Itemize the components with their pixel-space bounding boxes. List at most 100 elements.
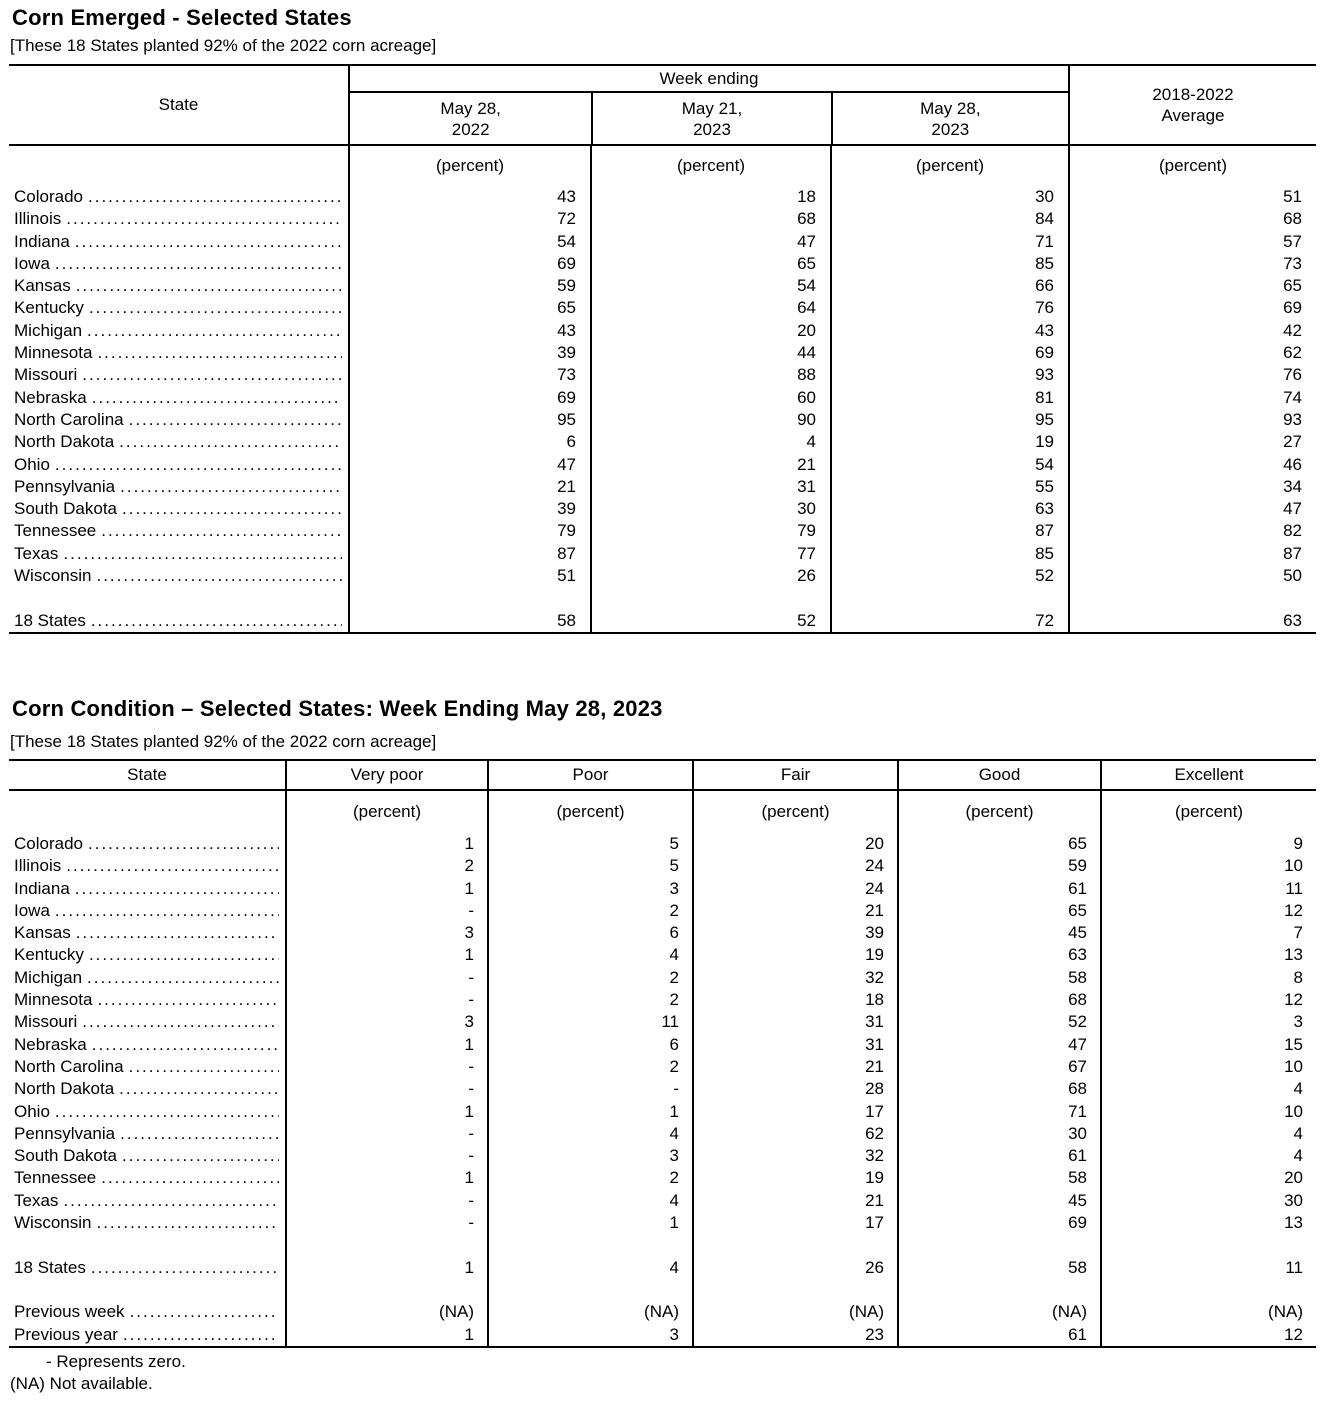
- value-cell: 30: [590, 498, 830, 521]
- value-cell: 69: [1068, 297, 1316, 320]
- table1-state-header: State: [158, 95, 199, 114]
- dot-leader: [122, 498, 342, 520]
- table-row: Michigan - 2 32 58 8: [9, 966, 1316, 990]
- date-headers: May 28, 2022 May 21, 2023 May 28, 2023: [350, 93, 1068, 144]
- state-label: Kentucky: [14, 298, 84, 318]
- empty-cell: [348, 587, 590, 610]
- corn-condition-table: State Very poor Poor Fair Good Excellent…: [9, 759, 1316, 1348]
- value-cell: 11: [487, 1011, 692, 1034]
- value-cell: -: [285, 1078, 487, 1101]
- value-cell: -: [285, 1145, 487, 1168]
- value-cell: 4: [1100, 1078, 1316, 1101]
- dot-leader: [88, 186, 342, 208]
- value-cell: 55: [830, 475, 1068, 499]
- value-cell: 17: [692, 1100, 897, 1123]
- state-cell: Missouri: [9, 364, 348, 386]
- value-cell: 11: [1100, 877, 1316, 900]
- empty-cell: [1100, 1234, 1316, 1257]
- value-cell: 63: [1068, 609, 1316, 632]
- value-cell: 24: [692, 855, 897, 878]
- value-cell: 1: [285, 1323, 487, 1346]
- dot-leader: [63, 543, 342, 565]
- value-cell: 65: [1068, 275, 1316, 298]
- value-cell: 19: [692, 1167, 897, 1190]
- value-cell: 47: [348, 453, 590, 476]
- unit-cell: (percent): [1068, 146, 1316, 186]
- value-cell: 4: [487, 1256, 692, 1279]
- value-cell: 3: [487, 1145, 692, 1168]
- value-cell: (NA): [1100, 1301, 1316, 1324]
- value-cell: 47: [1068, 498, 1316, 521]
- dot-leader: [82, 364, 342, 386]
- date-header: May 21, 2023: [591, 93, 830, 144]
- table-row: Kansas 3 6 39 45 7: [9, 922, 1316, 945]
- state-cell: Ohio: [9, 1101, 285, 1123]
- table2-title: Corn Condition – Selected States: Week E…: [12, 696, 663, 721]
- unit-cell: (percent): [1100, 791, 1316, 833]
- state-label: Indiana: [14, 231, 70, 251]
- empty-cell: [897, 1234, 1100, 1257]
- value-cell: 1: [487, 1212, 692, 1235]
- table-row: Indiana 1 3 24 61 11: [9, 877, 1316, 900]
- state-cell: North Carolina: [9, 409, 348, 431]
- value-cell: 1: [285, 877, 487, 900]
- value-cell: 47: [897, 1033, 1100, 1056]
- column-header: Good: [897, 761, 1100, 789]
- state-cell: Wisconsin: [9, 1212, 285, 1234]
- column-header: Poor: [487, 761, 692, 789]
- column-header: State: [127, 765, 167, 784]
- dot-leader: [91, 1257, 279, 1279]
- value-cell: 26: [590, 565, 830, 588]
- state-cell: Nebraska: [9, 387, 348, 409]
- table-row: Ohio 1 1 17 71 10: [9, 1100, 1316, 1123]
- value-cell: 63: [897, 944, 1100, 967]
- value-cell: 95: [348, 408, 590, 432]
- value-cell: 11: [1100, 1256, 1316, 1279]
- table1-header-row: State Week ending May 28, 2022 May 21, 2…: [9, 66, 1316, 146]
- value-cell: 95: [830, 408, 1068, 432]
- table-row: Colorado 43 18 30 51: [9, 186, 1316, 209]
- column-header: Excellent: [1100, 761, 1316, 789]
- value-cell: 4: [590, 431, 830, 454]
- value-cell: (NA): [692, 1301, 897, 1324]
- table-row: Pennsylvania 21 31 55 34: [9, 475, 1316, 499]
- spacer-row: [9, 1278, 1316, 1302]
- state-cell: North Dakota: [9, 431, 348, 453]
- value-cell: -: [285, 1189, 487, 1213]
- value-cell: 1: [285, 833, 487, 856]
- dot-leader: [55, 900, 279, 922]
- week-ending-label: Week ending: [350, 66, 1068, 93]
- table-row: Pennsylvania - 4 62 30 4: [9, 1122, 1316, 1146]
- table-row: Minnesota 39 44 69 62: [9, 342, 1316, 365]
- dot-leader: [66, 855, 279, 877]
- value-cell: -: [285, 989, 487, 1012]
- state-cell: Wisconsin: [9, 565, 348, 587]
- state-label: Texas: [14, 1190, 59, 1210]
- value-cell: 54: [590, 275, 830, 298]
- state-cell: Illinois: [9, 208, 348, 230]
- state-label: Michigan: [14, 320, 83, 340]
- table-row: Texas 87 77 85 87: [9, 542, 1316, 566]
- value-cell: 93: [830, 364, 1068, 387]
- dot-leader: [55, 454, 342, 476]
- value-cell: 1: [285, 944, 487, 967]
- value-cell: 20: [692, 833, 897, 856]
- dot-leader: [97, 989, 279, 1011]
- value-cell: -: [487, 1078, 692, 1101]
- empty-cell: [1100, 1278, 1316, 1302]
- state-cell: Tennessee: [9, 520, 348, 542]
- value-cell: 61: [897, 877, 1100, 900]
- empty-cell: [487, 1234, 692, 1257]
- value-cell: 44: [590, 342, 830, 365]
- value-cell: 81: [830, 386, 1068, 409]
- state-cell: Kansas: [9, 922, 285, 944]
- empty-cell: [897, 1278, 1100, 1302]
- table1-title: Corn Emerged - Selected States: [12, 5, 352, 30]
- state-label: Minnesota: [14, 343, 93, 363]
- state-cell: 18 States: [9, 610, 348, 632]
- dot-leader: [55, 253, 342, 275]
- value-cell: 30: [897, 1122, 1100, 1146]
- footnotes: - Represents zero. (NA) Not available.: [10, 1351, 186, 1395]
- value-cell: 39: [348, 498, 590, 521]
- value-cell: 68: [897, 989, 1100, 1012]
